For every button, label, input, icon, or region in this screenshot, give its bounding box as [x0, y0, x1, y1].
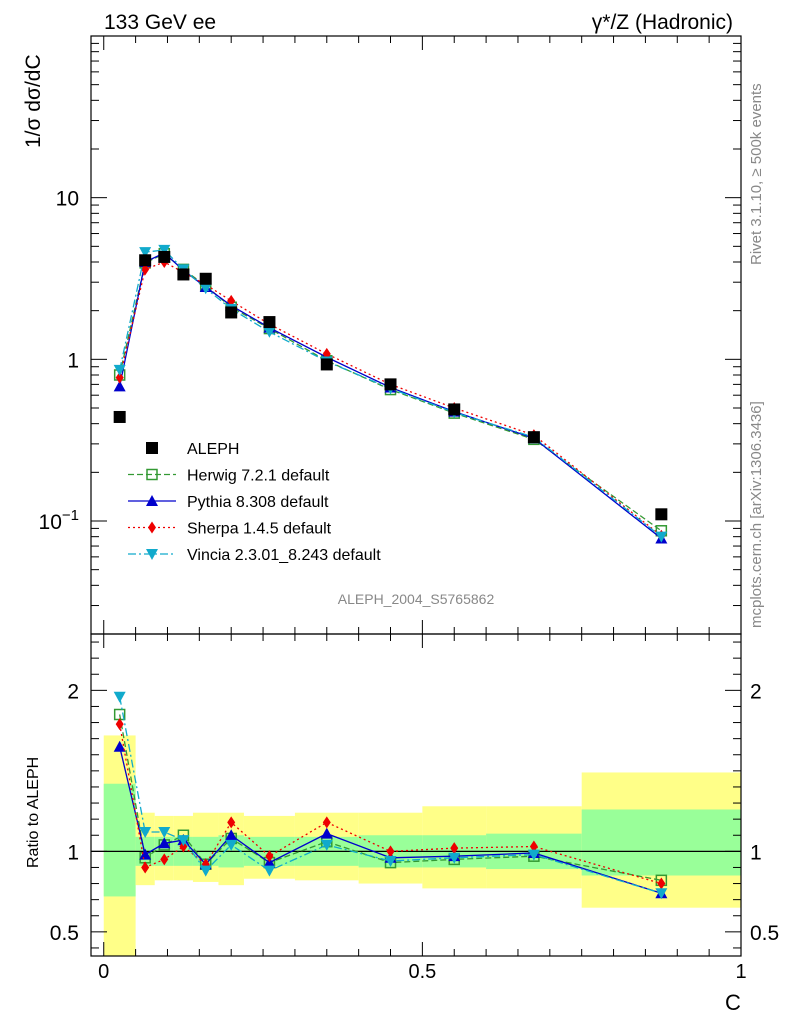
ratio-y-tick-label-right: 0.5: [750, 922, 779, 945]
ratio-y-tick-label-right: 1: [750, 841, 762, 864]
legend-marker: [146, 442, 158, 454]
data-point: [225, 306, 238, 319]
side-label-rivet: Rivet 3.1.10, ≥ 500k events: [748, 83, 765, 265]
main-plot-frame: [90, 35, 742, 635]
title-right: γ*/Z (Hadronic): [592, 11, 733, 34]
y-tick-label: 10: [56, 188, 79, 211]
legend-marker: [146, 468, 158, 481]
data-point: [527, 431, 540, 444]
ratio-series-point: [199, 865, 212, 877]
series-point: [141, 263, 150, 276]
series-point: [139, 247, 152, 259]
x-tick-label: 0: [98, 961, 109, 983]
legend-label: Vincia 2.3.01_8.243 default: [187, 547, 381, 564]
ratio-series-line: [119, 724, 662, 885]
stat-uncertainty-band: [103, 783, 136, 897]
ratio-series-point: [322, 816, 331, 829]
series-point: [115, 371, 124, 384]
ratio-series-point: [529, 840, 538, 853]
stat-uncertainty-band: [581, 809, 741, 876]
analysis-id-label: ALEPH_2004_S5765862: [338, 591, 495, 607]
ratio-series-point: [386, 845, 395, 858]
legend-label: Pythia 8.308 default: [187, 494, 329, 511]
side-label-mcplots: mcplots.cern.ch [arXiv:1306.3436]: [748, 401, 765, 628]
ratio-series-point: [263, 865, 276, 877]
ratio-series-point: [139, 848, 152, 860]
ratio-series-point: [139, 827, 152, 839]
legend-label: ALEPH: [187, 441, 239, 458]
ratio-ylabel: Ratio to ALEPH: [25, 757, 42, 868]
ratio-plot-frame: [90, 633, 742, 957]
legend-marker: [146, 495, 158, 506]
series-point: [199, 283, 212, 295]
ratio-series-point: [160, 853, 169, 866]
y-tick-label: 10−1: [39, 507, 79, 534]
legend-label: Sherpa 1.4.5 default: [187, 521, 332, 538]
ratio-series-point: [320, 827, 333, 839]
x-tick-label: 1: [735, 961, 746, 983]
legend-marker: [148, 521, 156, 534]
data-point: [158, 250, 171, 263]
ratio-series-point: [657, 877, 666, 890]
ratio-series-point: [320, 839, 333, 851]
ratio-series-point: [158, 837, 171, 849]
ratio-series-point: [384, 856, 397, 868]
series-point: [113, 380, 126, 392]
series-point: [655, 531, 668, 543]
ratio-series-point: [225, 829, 238, 841]
x-tick-label: 0.5: [408, 961, 436, 983]
ratio-y-tick-label: 0.5: [50, 922, 79, 945]
ratio-y-tick-label: 2: [67, 680, 79, 703]
ratio-series-point: [448, 852, 461, 864]
data-point: [199, 272, 212, 285]
ratio-series-point: [225, 839, 238, 851]
ratio-y-tick-label-right: 2: [750, 680, 762, 703]
ratio-series-point: [113, 691, 126, 703]
legend-marker: [146, 549, 158, 560]
series-point: [158, 244, 171, 256]
data-point: [177, 268, 190, 281]
data-point: [263, 316, 276, 329]
ratio-series-line: [119, 696, 662, 894]
x-axis-label: C: [725, 990, 741, 1015]
data-point: [320, 358, 333, 371]
ratio-series-point: [227, 816, 236, 829]
main-ylabel: 1/σ dσ/dC: [22, 54, 45, 148]
ratio-series-point: [265, 850, 274, 863]
ratio-series-point: [115, 718, 124, 731]
y-tick-label: 1: [67, 349, 79, 372]
ratio-series-point: [177, 835, 190, 847]
data-point: [384, 378, 397, 391]
data-point: [113, 410, 126, 423]
legend-label: Herwig 7.2.1 default: [187, 468, 330, 485]
series-line: [119, 252, 662, 532]
series-point: [113, 364, 126, 376]
series-line: [119, 249, 662, 538]
data-point: [655, 508, 668, 521]
data-point: [139, 254, 152, 267]
ratio-series-point: [450, 842, 459, 855]
series-point: [263, 326, 276, 338]
ratio-series-point: [527, 849, 540, 861]
ratio-y-tick-label: 1: [67, 841, 79, 864]
series-point: [227, 294, 236, 307]
series-line: [119, 261, 662, 537]
title-left: 133 GeV ee: [104, 11, 216, 34]
ratio-series-point: [655, 888, 668, 900]
data-point: [448, 403, 461, 416]
ratio-series-point: [113, 740, 126, 752]
ratio-series-point: [158, 827, 171, 839]
ratio-series-point: [141, 861, 150, 874]
